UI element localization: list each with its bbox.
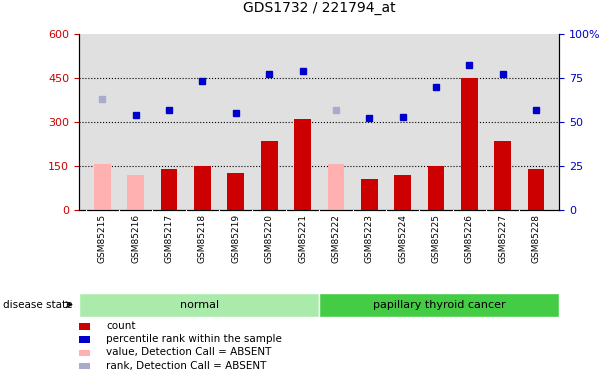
Text: GSM85217: GSM85217: [165, 214, 174, 263]
Bar: [128, 175, 144, 210]
Bar: [194, 166, 211, 210]
Text: GSM85227: GSM85227: [498, 214, 507, 263]
Bar: [261, 141, 277, 210]
Text: GSM85220: GSM85220: [264, 214, 274, 263]
Bar: [161, 169, 178, 210]
Text: papillary thyroid cancer: papillary thyroid cancer: [373, 300, 506, 310]
Text: GSM85228: GSM85228: [531, 214, 541, 263]
Text: GSM85221: GSM85221: [298, 214, 307, 263]
Bar: [528, 169, 544, 210]
Bar: [361, 179, 378, 210]
Bar: [427, 166, 444, 210]
Text: GSM85226: GSM85226: [465, 214, 474, 263]
Bar: [461, 78, 478, 210]
Text: rank, Detection Call = ABSENT: rank, Detection Call = ABSENT: [106, 361, 267, 370]
Text: GSM85216: GSM85216: [131, 214, 140, 263]
Text: GDS1732 / 221794_at: GDS1732 / 221794_at: [243, 1, 396, 15]
Text: GSM85222: GSM85222: [331, 214, 340, 263]
Bar: [94, 165, 111, 210]
Bar: [328, 165, 344, 210]
Text: GSM85225: GSM85225: [432, 214, 440, 263]
Bar: [394, 175, 411, 210]
Text: GSM85224: GSM85224: [398, 214, 407, 263]
Text: value, Detection Call = ABSENT: value, Detection Call = ABSENT: [106, 348, 272, 357]
Text: GSM85223: GSM85223: [365, 214, 374, 263]
Text: GSM85218: GSM85218: [198, 214, 207, 263]
Bar: [294, 119, 311, 210]
Bar: [227, 173, 244, 210]
Bar: [319, 292, 559, 317]
Text: GSM85219: GSM85219: [231, 214, 240, 263]
Bar: [494, 141, 511, 210]
Bar: [79, 292, 319, 317]
Text: GSM85215: GSM85215: [98, 214, 107, 263]
Text: normal: normal: [179, 300, 219, 310]
Text: disease state: disease state: [3, 300, 72, 310]
Text: count: count: [106, 321, 136, 331]
Text: percentile rank within the sample: percentile rank within the sample: [106, 334, 282, 344]
